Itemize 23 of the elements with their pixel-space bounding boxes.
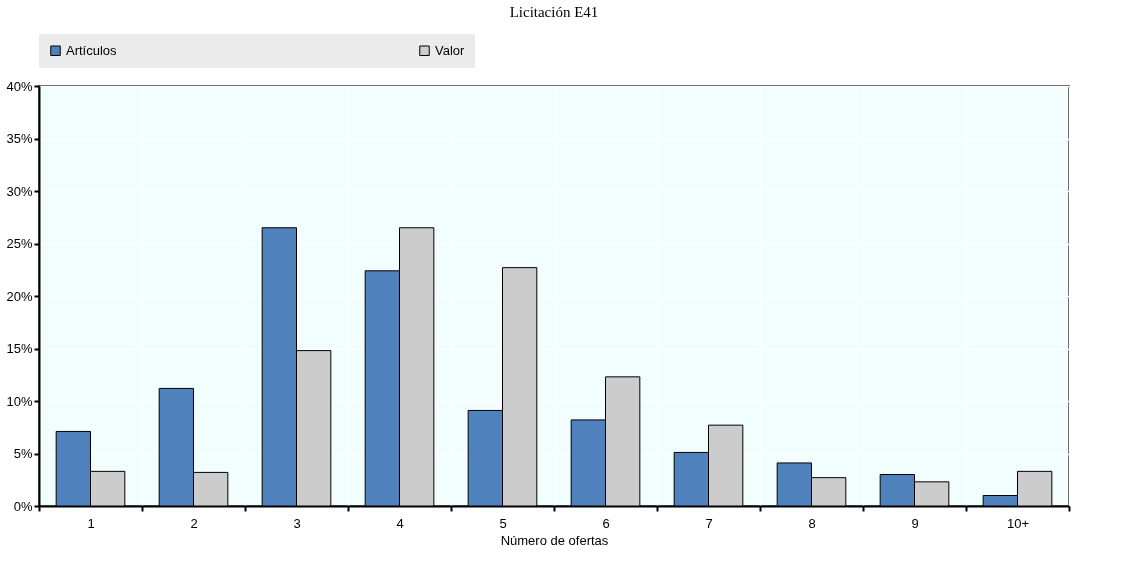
x-tick-label: 5: [499, 515, 507, 531]
x-tick-label: 7: [705, 515, 713, 531]
y-tick-label: 25%: [6, 236, 33, 251]
y-tick-label: 20%: [6, 288, 33, 304]
y-tick-label: 15%: [6, 341, 33, 356]
legend-label: Artículos: [66, 42, 118, 58]
chart-title: Licitación E41: [509, 4, 599, 20]
x-axis-title: Número de ofertas: [500, 532, 609, 548]
x-tick-label: 8: [808, 515, 816, 531]
y-tick-label: 5%: [13, 446, 33, 461]
x-tick-label: 3: [293, 515, 301, 531]
y-tick-label: 30%: [6, 183, 33, 199]
x-tick-label: 10+: [1006, 515, 1030, 531]
x-tick-label: 2: [190, 515, 198, 531]
y-tick-label: 35%: [6, 131, 33, 146]
legend-label: Valor: [435, 42, 466, 58]
y-tick-label: 0%: [13, 498, 33, 514]
y-tick-label: 40%: [6, 78, 33, 94]
x-tick-label: 1: [87, 515, 95, 531]
x-tick-label: 9: [911, 515, 919, 531]
y-tick-label: 10%: [6, 393, 33, 409]
x-tick-label: 6: [602, 515, 610, 531]
x-tick-label: 4: [396, 515, 404, 531]
